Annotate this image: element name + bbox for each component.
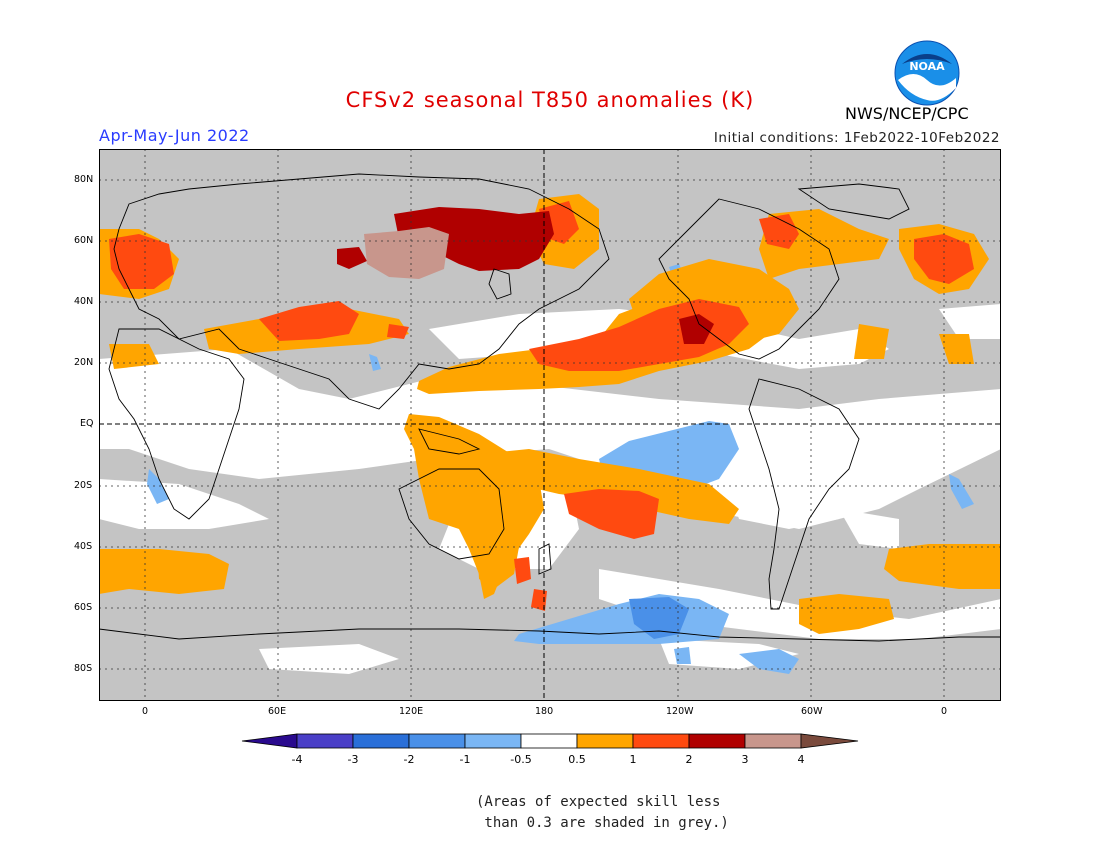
color-bar-swatch (744, 733, 802, 749)
lat-label-60s: 60S (74, 602, 93, 613)
color-bar-tick-label: 3 (742, 753, 749, 766)
coastlines (99, 173, 1001, 642)
color-bar-arrow-high (800, 733, 859, 749)
noaa-logo: NOAA (894, 40, 960, 106)
lon-label-60e: 60E (268, 706, 287, 717)
color-bar-tick-label: 1 (630, 753, 637, 766)
lon-label-60w: 60W (801, 706, 823, 717)
season-label: Apr-May-Jun 2022 (99, 126, 250, 145)
lon-label-0-west: 0 (142, 706, 149, 717)
lon-label-0-east: 0 (941, 706, 948, 717)
color-bar-swatch (632, 733, 690, 749)
color-bar-swatch (520, 733, 578, 749)
color-bar-swatch (296, 733, 354, 749)
lat-label-20n: 20N (74, 357, 94, 368)
lon-label-180: 180 (535, 706, 554, 717)
lat-label-80s: 80S (74, 663, 93, 674)
lon-label-120w: 120W (666, 706, 694, 717)
color-bar-tick-label: -3 (348, 753, 359, 766)
color-bar-arrow-low (241, 733, 298, 749)
lat-label-20s: 20S (74, 480, 93, 491)
color-bar-tick-label: -2 (404, 753, 415, 766)
color-bar-swatch (688, 733, 746, 749)
agency-label: NWS/NCEP/CPC (845, 104, 969, 123)
lat-label-40s: 40S (74, 541, 93, 552)
color-bar-legend: -4 -3 -2 -1 -0.5 0.5 1 2 3 4 (241, 733, 859, 766)
lat-label-80n: 80N (74, 174, 94, 185)
color-bar-tick-label: 0.5 (568, 753, 586, 766)
chart-title: CFSv2 seasonal T850 anomalies (K) (345, 88, 755, 112)
initial-conditions-label: Initial conditions: 1Feb2022-10Feb2022 (713, 130, 1000, 146)
grid-lines (99, 149, 1001, 701)
skill-footnote: (Areas of expected skill less than 0.3 a… (476, 792, 729, 834)
lat-label-eq: EQ (80, 418, 94, 429)
color-bar-swatches (241, 733, 859, 749)
color-bar-tick-label: -4 (292, 753, 303, 766)
color-bar-swatch (408, 733, 466, 749)
blue-region (629, 597, 689, 639)
footnote-line-2: than 0.3 are shaded in grey.) (476, 815, 729, 831)
color-bar-tick-label: -1 (460, 753, 471, 766)
color-bar-swatch (464, 733, 522, 749)
color-bar-swatch (352, 733, 410, 749)
color-bar-tick-label: -0.5 (510, 753, 531, 766)
footnote-line-1: (Areas of expected skill less (476, 794, 721, 810)
color-bar-swatch (576, 733, 634, 749)
lon-label-120e: 120E (399, 706, 424, 717)
lat-label-40n: 40N (74, 296, 94, 307)
dark-red-regions (337, 207, 714, 344)
color-bar-tick-label: 2 (686, 753, 693, 766)
brown-regions (364, 227, 449, 279)
color-bar-tick-label: 4 (798, 753, 805, 766)
anomaly-map (99, 149, 1001, 701)
noaa-logo-text: NOAA (909, 60, 945, 73)
lat-label-60n: 60N (74, 235, 94, 246)
color-bar-labels: -4 -3 -2 -1 -0.5 0.5 1 2 3 4 (292, 753, 805, 766)
emphasis-lines (99, 149, 1001, 701)
